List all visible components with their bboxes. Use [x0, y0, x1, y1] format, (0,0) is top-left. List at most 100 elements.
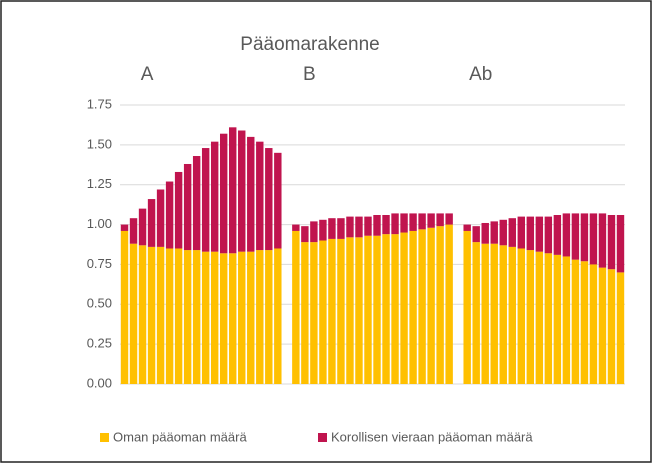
bar-segment: [571, 259, 580, 384]
bar-segment: [445, 224, 453, 384]
bar-segment: [247, 136, 255, 252]
bar-segment: [174, 248, 183, 384]
bar-segment: [165, 181, 174, 249]
bar-segment: [156, 246, 165, 384]
bar-segment: [553, 254, 562, 384]
y-tick-label: 0.00: [87, 375, 112, 390]
bar-segment: [589, 213, 598, 265]
bar-segment: [319, 240, 327, 384]
bar-segment: [508, 246, 516, 384]
bar-segment: [129, 243, 138, 384]
bar-segment: [526, 250, 535, 384]
bar-segment: [580, 261, 589, 384]
bar-segment: [373, 235, 381, 384]
bar-segment: [382, 234, 390, 384]
bar-segment: [201, 148, 210, 252]
bar-segment: [183, 163, 192, 251]
bar-segment: [535, 251, 544, 384]
bar-segment: [481, 222, 489, 244]
bar-segment: [229, 127, 237, 254]
bar-segment: [201, 251, 210, 384]
bar-segment: [553, 215, 562, 255]
bar-segment: [508, 218, 516, 247]
y-tick-label: 1.25: [87, 176, 112, 191]
chart-title: Pääomarakenne: [240, 34, 379, 55]
legend-swatch: [318, 433, 327, 442]
bar-segment: [409, 230, 417, 384]
bar-segment: [607, 269, 616, 384]
bar-segment: [355, 237, 363, 384]
y-tick-label: 1.50: [87, 136, 112, 151]
legend-swatch: [100, 433, 109, 442]
bar-segment: [499, 245, 507, 384]
bar-segment: [337, 218, 345, 239]
bar-segment: [436, 213, 444, 227]
group-label: B: [303, 64, 316, 85]
bar-segment: [598, 267, 607, 384]
bar-segment: [517, 248, 526, 384]
y-tick-label: 1.00: [87, 216, 112, 231]
bar-segment: [391, 234, 399, 384]
bar-segment: [445, 213, 453, 225]
bar-segment: [346, 237, 354, 384]
bar-segment: [310, 221, 318, 243]
bar-segment: [391, 213, 399, 235]
bar-segment: [265, 148, 273, 251]
bar-segment: [174, 171, 183, 249]
y-tick-label: 0.50: [87, 296, 112, 311]
bar-segment: [165, 248, 174, 384]
bar-segment: [238, 130, 246, 252]
group-label: Ab: [469, 64, 492, 85]
bar-segment: [229, 253, 237, 384]
bar-segment: [328, 238, 336, 384]
bar-segment: [274, 152, 282, 249]
group-label: A: [141, 64, 154, 85]
y-tick-label: 0.25: [87, 336, 112, 351]
bar-segment: [192, 250, 201, 384]
bar-segment: [265, 250, 273, 384]
y-tick-label: 0.75: [87, 256, 112, 271]
bar-segment: [382, 215, 390, 235]
bar-segment: [499, 219, 507, 246]
bar-segment: [301, 226, 309, 243]
bar-segment: [490, 243, 498, 384]
bar-segment: [129, 218, 138, 244]
bar-segment: [427, 213, 435, 228]
bar-segment: [319, 219, 327, 241]
bar-segment: [120, 230, 129, 384]
bar-segment: [147, 246, 156, 384]
bar-segment: [580, 213, 589, 262]
legend-label: Oman pääoman määrä: [113, 429, 247, 444]
bar-segment: [192, 156, 201, 251]
bar-segment: [247, 251, 255, 384]
bar-segment: [328, 218, 336, 239]
bar-segment: [337, 238, 345, 384]
bar-segment: [472, 242, 480, 384]
bar-segment: [364, 216, 372, 236]
bar-segment: [571, 213, 580, 260]
bar-segment: [292, 230, 300, 384]
bar-segment: [598, 213, 607, 268]
bar-segment: [183, 250, 192, 384]
bar-segment: [517, 216, 526, 249]
bar-segment: [427, 227, 435, 384]
bar-segment: [589, 264, 598, 384]
bar-segment: [219, 253, 228, 384]
bar-segment: [373, 215, 381, 236]
bar-segment: [436, 226, 444, 384]
bar-segment: [346, 216, 354, 238]
bar-segment: [210, 141, 219, 252]
bar-segment: [364, 235, 372, 384]
bar-segment: [418, 229, 426, 384]
bar-segment: [210, 251, 219, 384]
bar-segment: [400, 213, 408, 233]
bar-segment: [400, 232, 408, 384]
y-tick-label: 1.75: [87, 96, 112, 111]
bar-segment: [256, 141, 264, 251]
bar-segment: [607, 215, 616, 270]
bar-segment: [490, 221, 498, 244]
bar-segment: [292, 224, 300, 231]
bar-segment: [274, 248, 282, 384]
